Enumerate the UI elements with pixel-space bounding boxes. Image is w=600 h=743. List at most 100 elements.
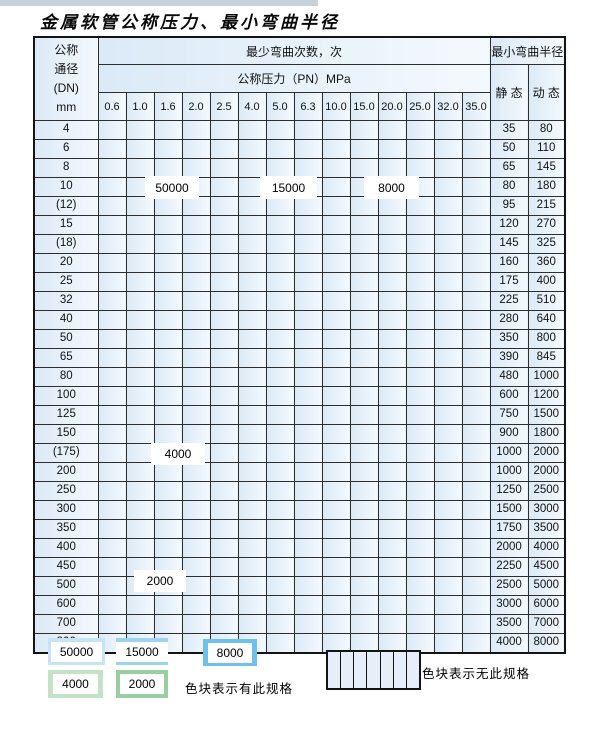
static-value: 145 xyxy=(489,234,529,254)
spec-cell-4000 xyxy=(125,443,155,463)
static-value: 1750 xyxy=(489,519,529,539)
spec-cell-50000 xyxy=(153,253,183,273)
cycle-count-label-2000: 2000 xyxy=(134,570,186,592)
spec-cell-50000 xyxy=(125,367,155,387)
pressure-header: 公称压力（PN）MPa xyxy=(97,64,491,93)
legend-no-spec-swatch xyxy=(326,650,421,690)
spec-cell-15000 xyxy=(237,196,267,216)
no-spec-cell xyxy=(349,481,379,501)
static-value: 600 xyxy=(489,386,529,406)
no-spec-box-bar xyxy=(367,652,381,688)
spec-cell-15000 xyxy=(237,329,267,349)
no-spec-cell xyxy=(321,424,351,444)
no-spec-cell xyxy=(377,481,407,501)
spec-cell-50000 xyxy=(125,120,155,140)
spec-cell-15000 xyxy=(321,196,351,216)
dn-cell: 50 xyxy=(33,329,99,349)
static-value: 95 xyxy=(489,196,529,216)
no-spec-cell xyxy=(461,215,491,235)
spec-cell-8000 xyxy=(377,196,407,216)
pressure-col-header: 35.0 xyxy=(461,92,491,121)
no-spec-cell xyxy=(461,633,491,654)
dn-cell: 4 xyxy=(33,120,99,140)
dn-header-cell: 公称 通径 (DN) mm xyxy=(33,36,99,121)
legend-swatch-50000: 50000 xyxy=(48,638,105,665)
dynamic-value: 1200 xyxy=(527,386,566,406)
spec-cell-50000 xyxy=(181,272,211,292)
spec-cell-2000 xyxy=(97,538,127,558)
no-spec-cell xyxy=(433,329,463,349)
no-spec-box-bar xyxy=(328,652,342,688)
no-spec-cell xyxy=(461,405,491,425)
spec-cell-4000 xyxy=(237,462,267,482)
no-spec-cell xyxy=(405,348,435,368)
no-spec-cell xyxy=(293,576,323,596)
no-spec-cell xyxy=(433,310,463,330)
no-spec-cell xyxy=(265,405,295,425)
spec-cell-4000 xyxy=(125,481,155,501)
pressure-col-header: 2.0 xyxy=(181,92,211,121)
spec-cell-50000 xyxy=(97,177,127,197)
spec-cell-50000 xyxy=(97,348,127,368)
spec-cell-4000 xyxy=(237,500,267,520)
pressure-col-header: 1.0 xyxy=(125,92,155,121)
no-spec-cell xyxy=(237,576,267,596)
no-spec-cell xyxy=(433,405,463,425)
spec-cell-4000 xyxy=(181,500,211,520)
spec-cell-2000 xyxy=(97,614,127,634)
spec-cell-2000 xyxy=(181,519,211,539)
pressure-col-header: 25.0 xyxy=(405,92,435,121)
spec-cell-50000 xyxy=(153,158,183,178)
table-row-dn-250: 250 1250 2500 xyxy=(33,481,566,501)
dn-cell: 350 xyxy=(33,519,99,539)
spec-cell-4000 xyxy=(97,462,127,482)
no-spec-cell xyxy=(433,158,463,178)
dynamic-value: 640 xyxy=(527,310,566,330)
spec-cell-50000 xyxy=(181,310,211,330)
no-spec-cell xyxy=(405,310,435,330)
spec-cell-8000 xyxy=(377,158,407,178)
no-spec-cell xyxy=(461,158,491,178)
legend-swatch-value: 50000 xyxy=(50,641,103,662)
no-spec-cell xyxy=(377,595,407,615)
spec-cell-15000 xyxy=(181,367,211,387)
spec-cell-50000 xyxy=(97,291,127,311)
no-spec-cell xyxy=(349,348,379,368)
no-spec-cell xyxy=(461,481,491,501)
no-spec-cell xyxy=(377,348,407,368)
no-spec-cell xyxy=(461,424,491,444)
static-value: 1000 xyxy=(489,443,529,463)
no-spec-cell xyxy=(349,386,379,406)
no-spec-box-bar xyxy=(407,652,419,688)
no-spec-cell xyxy=(293,538,323,558)
legend-swatch-8000: 8000 xyxy=(203,639,257,666)
spec-cell-4000 xyxy=(153,462,183,482)
no-spec-cell xyxy=(349,291,379,311)
spec-cell-15000 xyxy=(237,291,267,311)
spec-cell-2000 xyxy=(181,595,211,615)
dynamic-value: 145 xyxy=(527,158,566,178)
dynamic-value: 6000 xyxy=(527,595,566,615)
no-spec-cell xyxy=(461,177,491,197)
no-spec-box-bar xyxy=(354,652,368,688)
spec-cell-8000 xyxy=(377,215,407,235)
table-row-dn-400: 400 2000 4000 xyxy=(33,538,566,558)
no-spec-cell xyxy=(321,386,351,406)
no-spec-cell xyxy=(321,367,351,387)
spec-cell-50000 xyxy=(97,234,127,254)
spec-cell-8000 xyxy=(349,158,379,178)
spec-cell-2000 xyxy=(209,557,239,577)
legend-swatch-2000: 2000 xyxy=(116,670,168,698)
table-row-dn-200: 200 1000 2000 xyxy=(33,462,566,482)
no-spec-cell xyxy=(293,462,323,482)
spec-cell-15000 xyxy=(265,196,295,216)
static-value: 900 xyxy=(489,424,529,444)
spec-cell-8000 xyxy=(265,348,295,368)
no-spec-cell xyxy=(209,614,239,634)
spec-cell-50000 xyxy=(125,291,155,311)
spec-cell-4000 xyxy=(97,386,127,406)
spec-cell-50000 xyxy=(125,215,155,235)
no-spec-cell xyxy=(377,443,407,463)
dynamic-value: 4000 xyxy=(527,538,566,558)
no-spec-box-bar xyxy=(394,652,407,688)
